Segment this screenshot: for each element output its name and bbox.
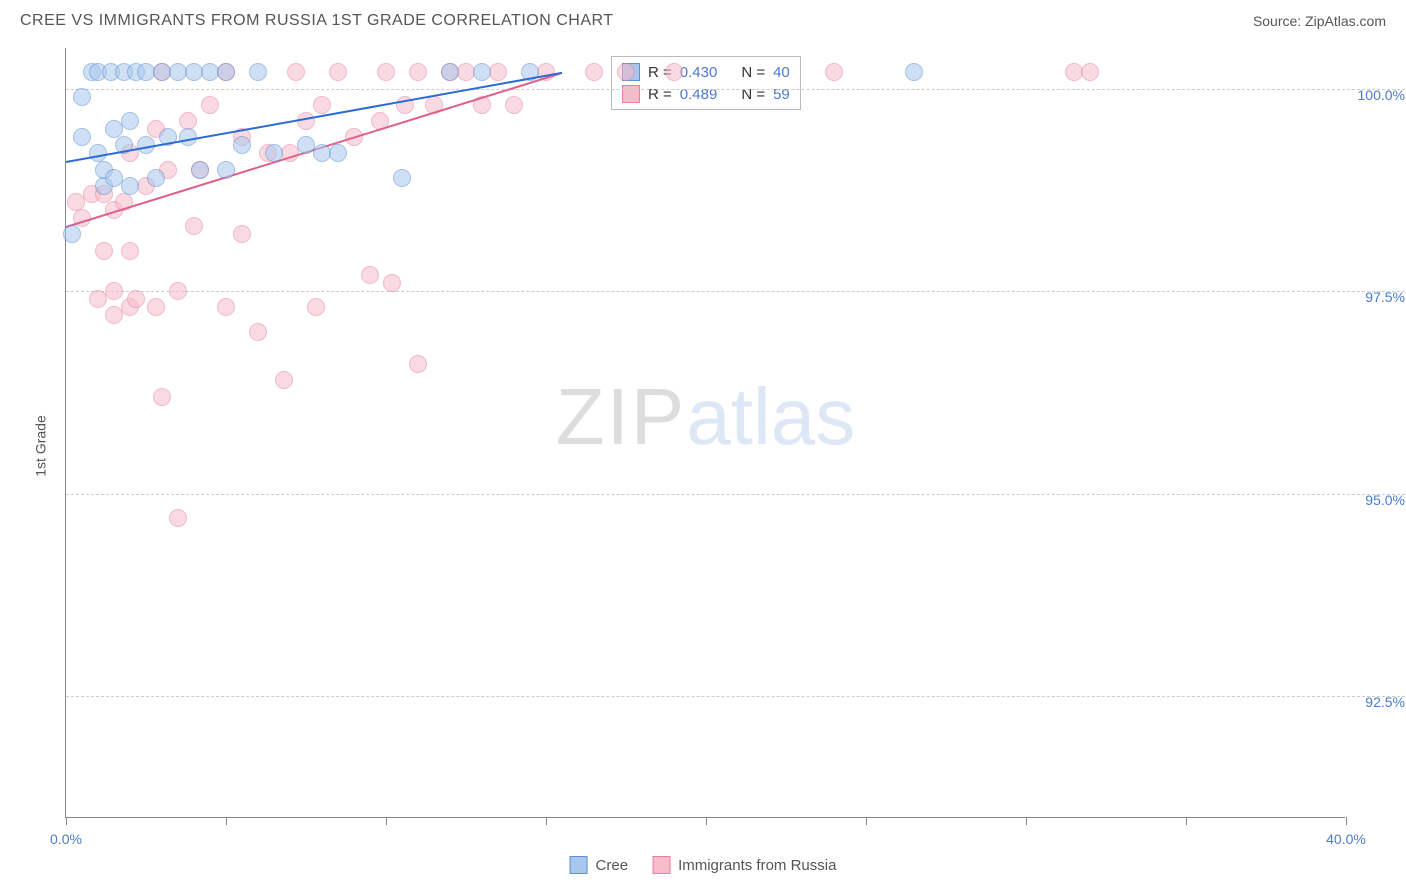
watermark-zip: ZIP	[556, 372, 686, 461]
n-label: N =	[741, 64, 765, 81]
x-tick	[1026, 817, 1027, 825]
y-tick-label: 97.5%	[1365, 277, 1405, 305]
data-point-russia	[169, 509, 187, 527]
data-point-russia	[121, 242, 139, 260]
gridline	[66, 291, 1405, 292]
data-point-russia	[505, 96, 523, 114]
data-point-cree	[329, 144, 347, 162]
data-point-cree	[265, 144, 283, 162]
gridline	[66, 89, 1405, 90]
x-tick	[386, 817, 387, 825]
swatch-cree	[570, 856, 588, 874]
data-point-cree	[121, 112, 139, 130]
data-point-russia	[825, 63, 843, 81]
swatch-russia	[652, 856, 670, 874]
x-tick-label: 0.0%	[50, 831, 82, 847]
data-point-russia	[585, 63, 603, 81]
source-name: ZipAtlas.com	[1305, 13, 1386, 29]
data-point-russia	[329, 63, 347, 81]
data-point-russia	[665, 63, 683, 81]
legend-item-cree: Cree	[570, 856, 629, 874]
data-point-russia	[201, 96, 219, 114]
gridline	[66, 494, 1405, 495]
x-tick	[866, 817, 867, 825]
y-tick-label: 92.5%	[1365, 682, 1405, 710]
stats-legend-box: R = 0.430 N = 40 R = 0.489 N = 59	[611, 56, 801, 110]
data-point-cree	[191, 161, 209, 179]
data-point-russia	[147, 298, 165, 316]
data-point-russia	[307, 298, 325, 316]
data-point-cree	[121, 177, 139, 195]
data-point-cree	[393, 169, 411, 187]
data-point-russia	[489, 63, 507, 81]
data-point-cree	[217, 63, 235, 81]
data-point-russia	[377, 63, 395, 81]
data-point-russia	[153, 388, 171, 406]
x-tick	[706, 817, 707, 825]
data-point-russia	[127, 290, 145, 308]
chart-source: Source: ZipAtlas.com	[1253, 13, 1386, 29]
watermark: ZIPatlas	[556, 371, 855, 463]
source-prefix: Source:	[1253, 13, 1305, 29]
x-tick	[66, 817, 67, 825]
data-point-russia	[275, 371, 293, 389]
data-point-russia	[233, 225, 251, 243]
y-tick-label: 100.0%	[1358, 75, 1405, 103]
x-tick	[546, 817, 547, 825]
data-point-russia	[409, 63, 427, 81]
data-point-cree	[473, 63, 491, 81]
data-point-russia	[409, 355, 427, 373]
data-point-cree	[217, 161, 235, 179]
data-point-russia	[105, 282, 123, 300]
stats-row-cree: R = 0.430 N = 40	[622, 61, 790, 83]
legend-label-cree: Cree	[596, 857, 629, 874]
data-point-cree	[147, 169, 165, 187]
data-point-russia	[361, 266, 379, 284]
data-point-cree	[73, 128, 91, 146]
gridline	[66, 696, 1405, 697]
x-tick	[1186, 817, 1187, 825]
data-point-cree	[905, 63, 923, 81]
data-point-russia	[383, 274, 401, 292]
legend-item-russia: Immigrants from Russia	[652, 856, 836, 874]
data-point-russia	[95, 242, 113, 260]
data-point-russia	[249, 323, 267, 341]
data-point-russia	[217, 298, 235, 316]
data-point-cree	[73, 88, 91, 106]
bottom-legend: Cree Immigrants from Russia	[570, 856, 837, 874]
data-point-russia	[287, 63, 305, 81]
data-point-russia	[169, 282, 187, 300]
data-point-russia	[185, 217, 203, 235]
x-tick-label: 40.0%	[1326, 831, 1366, 847]
watermark-atlas: atlas	[686, 372, 855, 461]
n-value-cree: 40	[773, 64, 790, 81]
data-point-cree	[249, 63, 267, 81]
chart-plot-area: ZIPatlas R = 0.430 N = 40 R = 0.489 N = …	[65, 48, 1345, 818]
r-value-cree: 0.430	[680, 64, 718, 81]
data-point-russia	[617, 63, 635, 81]
chart-title: CREE VS IMMIGRANTS FROM RUSSIA 1ST GRADE…	[20, 12, 614, 30]
x-tick	[1346, 817, 1347, 825]
legend-label-russia: Immigrants from Russia	[678, 857, 836, 874]
data-point-russia	[1081, 63, 1099, 81]
data-point-cree	[233, 136, 251, 154]
data-point-cree	[441, 63, 459, 81]
data-point-russia	[313, 96, 331, 114]
data-point-cree	[63, 225, 81, 243]
stats-row-russia: R = 0.489 N = 59	[622, 83, 790, 105]
x-tick	[226, 817, 227, 825]
y-tick-label: 95.0%	[1365, 480, 1405, 508]
